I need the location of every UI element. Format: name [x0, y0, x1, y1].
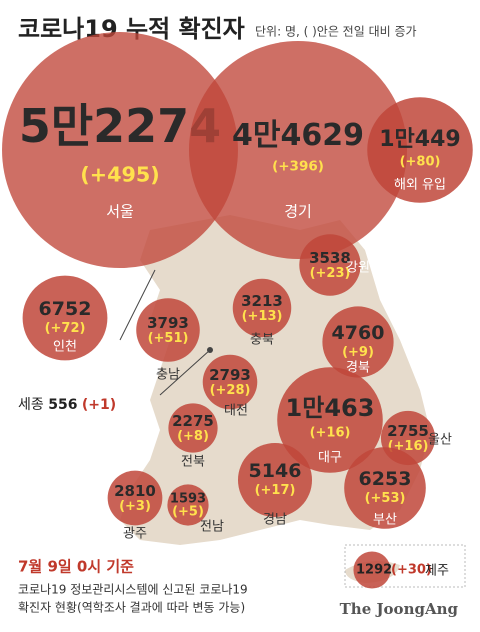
region-name: 경북 — [346, 361, 370, 376]
bubble — [136, 298, 200, 362]
count: 2793 — [209, 366, 251, 384]
count: 6752 — [39, 298, 92, 320]
count: 3538 — [309, 249, 351, 267]
change: (+8) — [177, 429, 209, 444]
change: (+16) — [310, 426, 351, 441]
sejong-value: 556 — [48, 397, 77, 413]
count: 1593 — [170, 492, 206, 507]
change: (+5) — [172, 505, 204, 520]
bubble — [322, 306, 394, 378]
region-name: 해외 유입 — [394, 178, 446, 193]
change: (+17) — [255, 483, 296, 498]
jeju-box — [344, 544, 466, 588]
region-name: 제주 — [425, 564, 449, 579]
change: (+51) — [148, 331, 189, 346]
region-name: 대전 — [224, 404, 248, 419]
count: 4760 — [332, 322, 385, 344]
change: (+3) — [119, 499, 151, 514]
bubble — [168, 403, 218, 453]
bubble — [188, 40, 408, 260]
logo: The JoongAng — [340, 600, 459, 618]
sejong-label: 세종 556 (+1) — [18, 397, 116, 413]
region-name: 울산 — [428, 433, 452, 448]
bubble — [232, 278, 292, 338]
change: (+28) — [210, 383, 251, 398]
note: 확진자 현황(역학조사 결과에 따라 변동 가능) — [18, 601, 245, 615]
change: (+80) — [400, 155, 441, 170]
region-name: 대구 — [318, 451, 342, 466]
leader — [119, 269, 156, 341]
note: 코로나19 정보관리시스템에 신고된 코로나19 — [18, 583, 248, 597]
count: 5146 — [249, 460, 302, 482]
sejong-dot — [207, 347, 213, 353]
region-name: 전남 — [200, 520, 224, 535]
count: 6253 — [359, 468, 412, 490]
count: 1만449 — [379, 127, 460, 152]
region-name: 경기 — [284, 203, 312, 221]
change: (+30) — [391, 563, 432, 578]
region-name: 전북 — [181, 455, 205, 470]
region-name: 서울 — [106, 203, 134, 221]
region-name: 인천 — [53, 340, 77, 355]
date: 7월 9일 0시 기준 — [18, 558, 134, 576]
region-name: 부산 — [373, 513, 397, 528]
region-name: 충남 — [156, 368, 180, 383]
change: (+9) — [342, 345, 374, 360]
bubble — [22, 275, 108, 361]
region-name: 강원 — [346, 261, 370, 276]
bubble — [344, 447, 426, 529]
count: 5만2274 — [19, 99, 221, 153]
sejong-name: 세종 — [18, 397, 44, 413]
bubble — [237, 442, 313, 518]
change: (+72) — [45, 321, 86, 336]
count: 1292 — [356, 563, 392, 578]
unit-note: 단위: 명, ( )안은 전일 대비 증가 — [255, 25, 417, 39]
count: 3793 — [147, 314, 189, 332]
count: 4만4629 — [232, 118, 364, 153]
count: 2755 — [387, 422, 429, 440]
count: 2810 — [114, 482, 156, 500]
bubble — [367, 97, 473, 203]
leader — [159, 349, 211, 396]
count: 2275 — [172, 412, 214, 430]
count: 3213 — [241, 292, 283, 310]
region-name: 충북 — [250, 333, 274, 348]
count: 1만463 — [286, 394, 375, 422]
bubble — [2, 32, 238, 268]
bubble — [299, 234, 361, 296]
bubble — [277, 367, 383, 473]
sejong-change: (+1) — [82, 397, 116, 413]
change: (+23) — [310, 266, 351, 281]
change: (+13) — [242, 309, 283, 324]
change: (+53) — [365, 491, 406, 506]
bubble — [353, 551, 391, 589]
change: (+495) — [80, 162, 159, 186]
bubble — [107, 470, 163, 526]
bubble — [167, 484, 209, 526]
region-name: 경남 — [263, 513, 287, 528]
region-name: 광주 — [123, 527, 147, 542]
change: (+396) — [272, 159, 324, 175]
bubble — [202, 354, 258, 410]
